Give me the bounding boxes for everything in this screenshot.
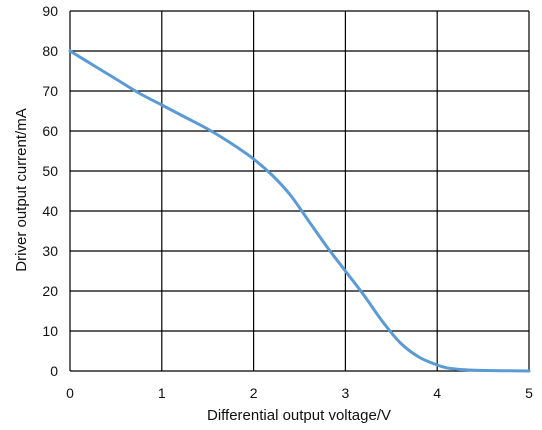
y-tick-label: 90 bbox=[42, 3, 58, 19]
x-tick-label: 5 bbox=[525, 385, 533, 401]
y-tick-label: 10 bbox=[42, 323, 58, 339]
y-tick-label: 30 bbox=[42, 243, 58, 259]
y-tick-label: 50 bbox=[42, 163, 58, 179]
y-tick-label: 70 bbox=[42, 83, 58, 99]
x-tick-label: 4 bbox=[433, 385, 441, 401]
y-tick-label: 60 bbox=[42, 123, 58, 139]
series-line bbox=[68, 49, 531, 373]
x-tick-label: 3 bbox=[342, 385, 350, 401]
x-tick-label: 2 bbox=[250, 385, 258, 401]
y-tick-label: 40 bbox=[42, 203, 58, 219]
x-tick-label: 1 bbox=[158, 385, 166, 401]
y-tick-label: 80 bbox=[42, 43, 58, 59]
y-tick-label: 20 bbox=[42, 283, 58, 299]
y-tick-label: 0 bbox=[50, 363, 58, 379]
x-tick-label: 0 bbox=[66, 385, 74, 401]
y-tick-labels: 0 10 20 30 40 50 60 70 80 90 bbox=[42, 3, 58, 379]
y-axis-label: Driver output current/mA bbox=[13, 108, 30, 271]
plot-area bbox=[68, 49, 531, 373]
x-tick-labels: 0 1 2 3 4 5 bbox=[66, 385, 533, 401]
chart-grid bbox=[69, 10, 530, 372]
x-axis-label: Differential output voltage/V bbox=[207, 407, 391, 424]
